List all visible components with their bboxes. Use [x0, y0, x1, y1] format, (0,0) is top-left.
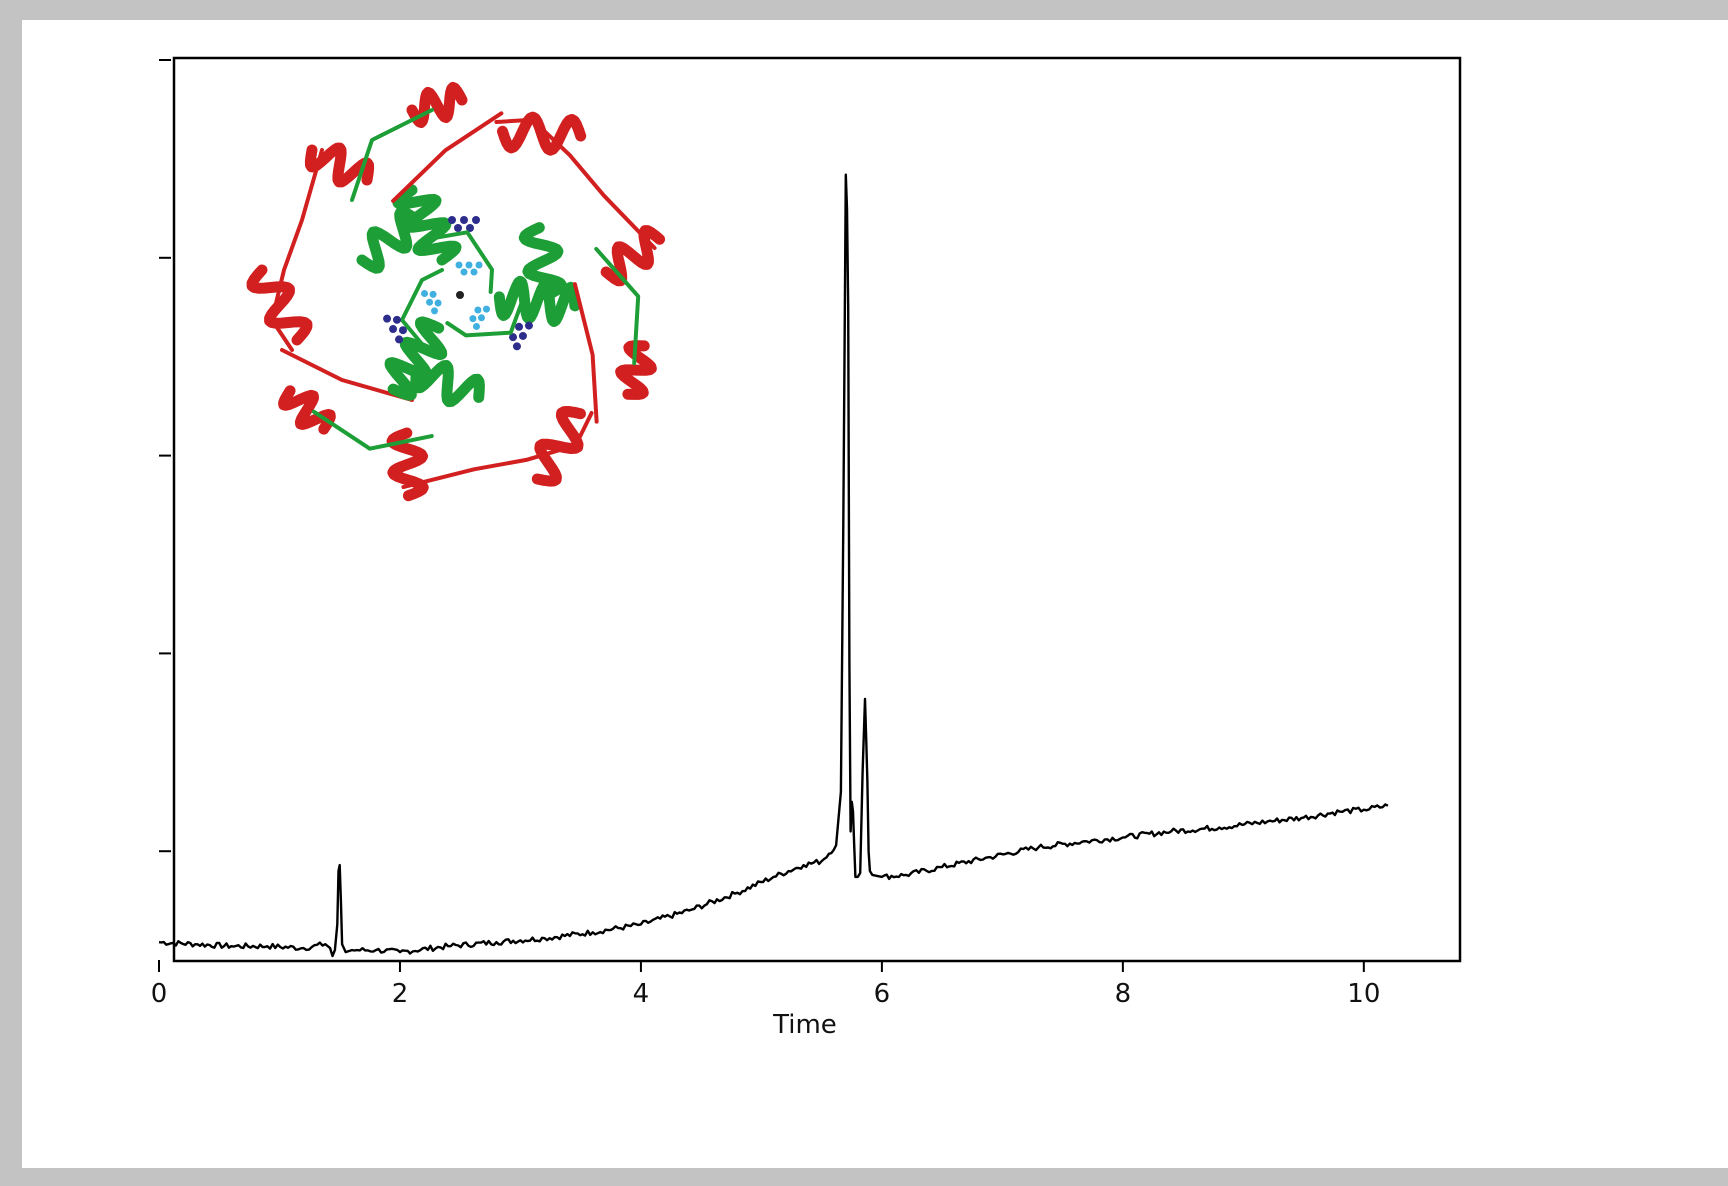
y-axis-ticks — [159, 59, 171, 853]
x-axis-tick-labels: 0 2 4 6 8 10 — [151, 979, 1381, 1009]
x-axis-ticks — [158, 960, 1365, 972]
x-tick-label-3: 6 — [874, 979, 891, 1009]
x-tick-label-1: 2 — [392, 979, 409, 1009]
protein-structure-inset — [246, 82, 666, 502]
x-tick-label-5: 10 — [1347, 979, 1380, 1009]
figure-panel: 0 2 4 6 8 10 Time — [22, 20, 1728, 1168]
x-tick-label-0: 0 — [151, 979, 168, 1009]
x-axis-label: Time — [772, 1010, 837, 1040]
chromatogram-line — [158, 173, 1389, 958]
x-tick-label-2: 4 — [633, 979, 650, 1009]
chart: 0 2 4 6 8 10 Time — [151, 56, 1462, 1040]
x-tick-label-4: 8 — [1115, 979, 1132, 1009]
plot-area-frame — [172, 56, 1462, 963]
